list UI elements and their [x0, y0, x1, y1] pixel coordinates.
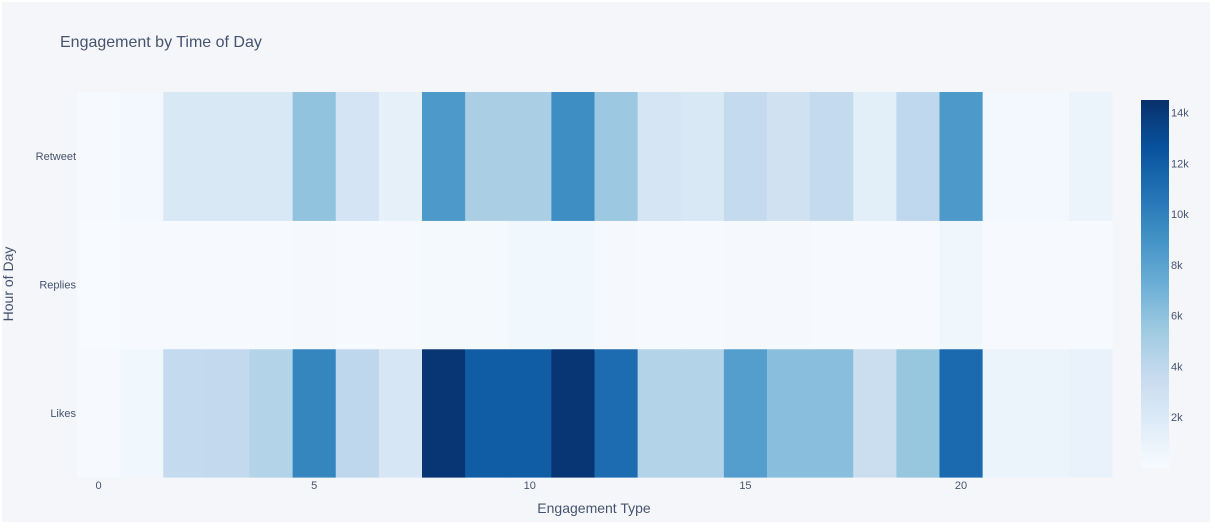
heatmap-cell [378, 348, 423, 478]
heatmap-cell [292, 92, 337, 221]
heatmap-cell [723, 348, 768, 478]
heatmap-cell [853, 92, 897, 221]
colorbar-tick-label: 12k [1171, 158, 1189, 170]
heatmap-cell [77, 348, 121, 478]
heatmap-cell [1068, 220, 1113, 350]
heatmap-cell [637, 348, 682, 478]
colorbar-tick-label: 6k [1171, 311, 1183, 323]
heatmap-cell [551, 92, 596, 221]
heatmap-cell [551, 348, 596, 478]
heatmap-cell [896, 348, 941, 478]
heatmap-cell [249, 220, 294, 350]
heatmap-cell [120, 348, 164, 478]
heatmap-cell [335, 348, 380, 478]
heatmap-cell [249, 92, 294, 221]
colorbar-tick-label: 4k [1171, 361, 1183, 373]
heatmap-cell [810, 92, 854, 221]
heatmap-cell [594, 220, 639, 350]
heatmap-cell [120, 92, 164, 221]
plot-area [77, 92, 1113, 478]
heatmap-cell [206, 92, 251, 221]
heatmap-cell [551, 220, 596, 350]
heatmap-cell [680, 348, 725, 478]
x-axis: 0 5 10 15 20 [95, 480, 967, 492]
heatmap-cell [163, 348, 207, 478]
heatmap-cell [120, 220, 164, 350]
heatmap-cell [982, 92, 1027, 221]
heatmap-cell [335, 92, 380, 221]
colorbar-tick-label: 8k [1171, 260, 1183, 272]
colorbar-tick-label: 14k [1171, 108, 1189, 120]
heatmap-cell [896, 220, 941, 350]
heatmap-cell [767, 220, 811, 350]
heatmap-cell [335, 220, 380, 350]
heatmap-cell [939, 348, 984, 478]
heatmap-cell [680, 220, 725, 350]
heatmap-cell [292, 348, 337, 478]
heatmap-cell [723, 92, 768, 221]
heatmap-cell [1025, 220, 1070, 350]
heatmap-cell [810, 348, 854, 478]
heatmap-cell [637, 220, 682, 350]
x-tick-label: 10 [524, 480, 536, 492]
x-tick-label: 15 [739, 480, 751, 492]
heatmap-cell [982, 220, 1027, 350]
heatmap-cell [767, 92, 811, 221]
heatmap-cell [465, 92, 509, 221]
heatmap-cell [77, 92, 121, 221]
heatmap-cell [422, 92, 466, 221]
heatmap-cell [853, 220, 897, 350]
heatmap-cell [594, 92, 639, 221]
heatmap-cell [465, 220, 509, 350]
x-tick-label: 20 [955, 480, 967, 492]
chart-title: Engagement by Time of Day [60, 34, 262, 51]
heatmap-cell [77, 220, 121, 350]
y-axis: Likes Replies Retweet [36, 151, 77, 420]
heatmap-cell [206, 348, 251, 478]
heatmap-cell [939, 220, 984, 350]
colorbar-tick-label: 2k [1171, 412, 1183, 424]
x-tick-label: 0 [95, 480, 101, 492]
heatmap-cell [680, 92, 725, 221]
heatmap-cell [508, 92, 552, 221]
y-axis-title: Hour of Day [0, 247, 16, 322]
x-tick-label: 5 [311, 480, 317, 492]
heatmap-cell [982, 348, 1027, 478]
heatmap-cell [637, 92, 682, 221]
heatmap-cell [1025, 92, 1070, 221]
colorbar-gradient [1141, 100, 1169, 468]
y-tick-label: Likes [50, 408, 76, 420]
heatmap-cell [163, 92, 207, 221]
heatmap-cell [810, 220, 854, 350]
heatmap-cell [896, 92, 941, 221]
heatmap-cell [249, 348, 294, 478]
heatmap-cell [508, 348, 552, 478]
heatmap-cell [723, 220, 768, 350]
heatmap-cell [594, 348, 639, 478]
heatmap-cell [1025, 348, 1070, 478]
heatmap-cell [1068, 92, 1113, 221]
heatmap-cell [163, 220, 207, 350]
heatmap-cell [292, 220, 337, 350]
heatmap-cell [939, 92, 984, 221]
heatmap-cell [767, 348, 811, 478]
heatmap-cell [508, 220, 552, 350]
heatmap-cell [378, 92, 423, 221]
heatmap-cell [206, 220, 251, 350]
heatmap-cell [465, 348, 509, 478]
y-tick-label: Replies [39, 280, 76, 292]
x-axis-title: Engagement Type [537, 500, 651, 516]
heatmap-cell [422, 348, 466, 478]
y-tick-label: Retweet [36, 151, 76, 163]
heatmap-cell [422, 220, 466, 350]
colorbar: 2k 4k 6k 8k 10k 12k 14k [1141, 100, 1189, 468]
heatmap-cell [378, 220, 423, 350]
heatmap-cell [1068, 348, 1113, 478]
colorbar-tick-label: 10k [1171, 209, 1189, 221]
heatmap-cell [853, 348, 897, 478]
